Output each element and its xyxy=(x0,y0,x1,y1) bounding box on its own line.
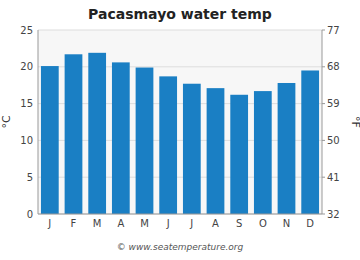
bar xyxy=(136,68,154,214)
bar xyxy=(254,91,272,214)
x-tick-label: D xyxy=(306,218,314,229)
y2-axis-label: °F xyxy=(349,116,360,128)
x-tick-label: M xyxy=(93,218,102,229)
bar xyxy=(159,76,177,214)
watermark: © www.seatemperature.org xyxy=(117,242,244,252)
x-tick-label: F xyxy=(71,218,77,229)
x-tick-label: O xyxy=(259,218,267,229)
y2-tick-label: 50 xyxy=(327,135,340,146)
y2-tick-label: 77 xyxy=(327,25,340,36)
bar xyxy=(41,66,59,214)
x-tick-label: J xyxy=(47,218,51,229)
y-tick-label: 15 xyxy=(20,98,33,109)
y-tick-label: 25 xyxy=(20,25,33,36)
y-tick-label: 20 xyxy=(20,61,33,72)
y-tick-label: 10 xyxy=(20,135,33,146)
y2-tick-label: 68 xyxy=(327,61,340,72)
bar xyxy=(88,53,106,214)
bar xyxy=(230,95,248,214)
x-tick-label: J xyxy=(166,218,170,229)
y-tick-label: 5 xyxy=(27,172,33,183)
y-tick-label: 0 xyxy=(27,209,33,220)
plot-background xyxy=(38,30,322,214)
y-axis xyxy=(38,30,39,214)
x-tick-label: A xyxy=(212,218,219,229)
bar xyxy=(183,84,201,214)
chart: 0 5 10 15 20 25 32 41 50 59 68 77 J F M A M J J A S O N D Pacasm… xyxy=(0,0,360,260)
bar xyxy=(207,88,225,214)
x-tick-label: J xyxy=(189,218,193,229)
bar xyxy=(278,83,296,214)
bar xyxy=(65,54,83,214)
y2-tick-label: 32 xyxy=(327,209,340,220)
y2-axis xyxy=(322,30,323,214)
grid-line xyxy=(38,214,322,215)
x-tick-label: A xyxy=(117,218,124,229)
bar xyxy=(301,70,319,214)
x-tick-label: S xyxy=(236,218,242,229)
grid-line xyxy=(38,30,322,31)
bar xyxy=(112,62,130,214)
title: Pacasmayo water temp xyxy=(88,6,272,22)
x-tick-label: M xyxy=(140,218,149,229)
x-axis xyxy=(38,214,322,215)
y2-tick-label: 41 xyxy=(327,172,340,183)
chart-container: 0 5 10 15 20 25 32 41 50 59 68 77 J F M A M J J A S O N D Pacasm… xyxy=(0,0,360,260)
x-tick-label: N xyxy=(283,218,290,229)
bars xyxy=(41,53,319,214)
y-axis-label: °C xyxy=(0,115,13,129)
y2-tick-label: 59 xyxy=(327,98,340,109)
